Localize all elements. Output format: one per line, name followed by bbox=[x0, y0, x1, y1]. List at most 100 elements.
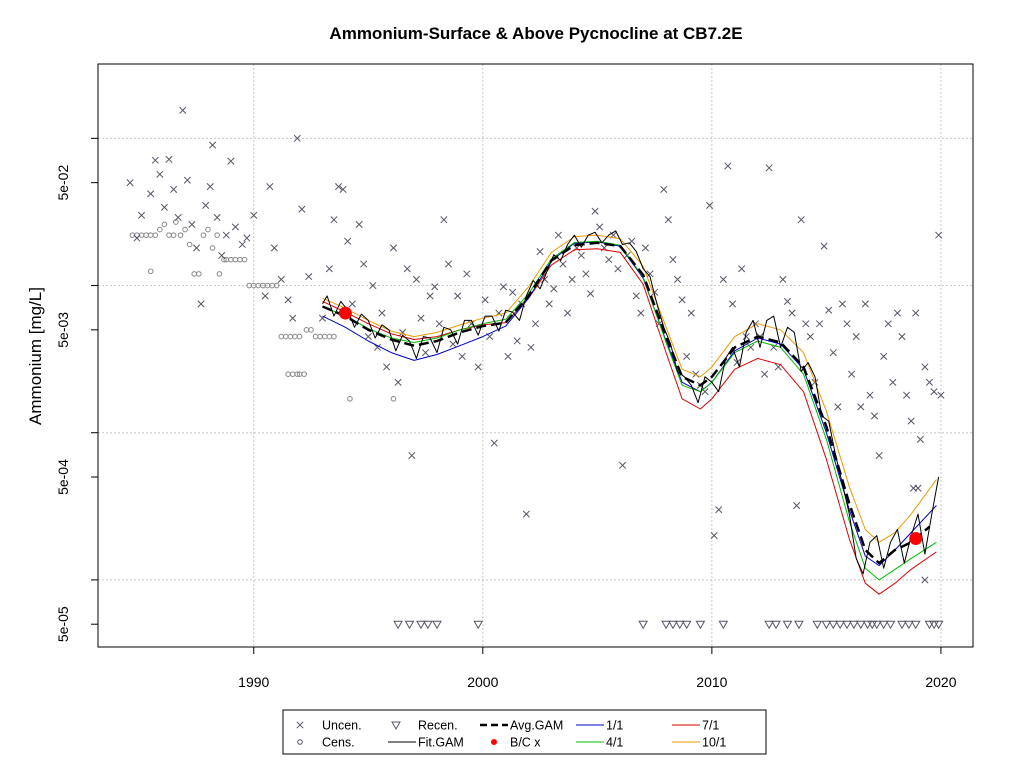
marker-stroke bbox=[202, 201, 210, 210]
data-point bbox=[893, 309, 901, 317]
marker-stroke bbox=[156, 170, 164, 178]
marker-stroke bbox=[206, 183, 214, 191]
data-point bbox=[577, 251, 585, 260]
marker-stroke bbox=[779, 275, 787, 283]
marker-stroke bbox=[243, 234, 251, 242]
data-point bbox=[183, 176, 191, 184]
series-7-1 bbox=[322, 248, 937, 595]
x-tick-label: 1990 bbox=[238, 674, 269, 690]
marker-stroke bbox=[738, 265, 746, 273]
data-point bbox=[867, 620, 878, 630]
marker-stroke bbox=[298, 205, 306, 213]
series-b-c-x bbox=[338, 306, 923, 546]
data-point bbox=[444, 260, 453, 268]
data-point bbox=[821, 620, 832, 630]
legend-entry: 7/1 bbox=[672, 719, 719, 733]
y-tick-label: 5e-05 bbox=[55, 606, 71, 642]
marker-stroke bbox=[277, 275, 285, 283]
marker-stroke bbox=[664, 216, 672, 224]
data-point bbox=[499, 283, 507, 291]
data-point bbox=[216, 271, 223, 277]
data-point bbox=[404, 620, 415, 630]
data-point bbox=[277, 275, 285, 283]
marker-stroke bbox=[783, 297, 792, 305]
marker-stroke bbox=[815, 320, 824, 328]
marker-stroke bbox=[490, 439, 498, 447]
data-point bbox=[389, 244, 398, 252]
data-point bbox=[916, 435, 924, 444]
y-tick-label: 5e-04 bbox=[55, 459, 71, 495]
marker-stroke bbox=[435, 320, 443, 328]
data-point bbox=[764, 620, 775, 630]
data-point bbox=[909, 532, 923, 546]
legend-label: B/C x bbox=[510, 736, 541, 750]
marker-stroke bbox=[449, 340, 457, 348]
legend-entry: Fit.GAM bbox=[388, 736, 464, 750]
data-point bbox=[355, 220, 363, 229]
data-point bbox=[907, 417, 915, 425]
data-point bbox=[738, 265, 746, 273]
data-point bbox=[695, 620, 706, 630]
marker-stroke bbox=[499, 283, 507, 291]
data-point bbox=[681, 620, 692, 630]
chart-title: Ammonium-Surface & Above Pycnocline at C… bbox=[329, 24, 742, 43]
marker-stroke bbox=[907, 417, 915, 425]
data-point bbox=[284, 296, 292, 304]
marker-stroke bbox=[550, 285, 558, 293]
data-point bbox=[812, 620, 823, 630]
data-point bbox=[779, 275, 787, 283]
marker-stroke bbox=[889, 378, 897, 386]
data-point bbox=[200, 232, 207, 238]
data-point bbox=[250, 211, 258, 219]
data-point bbox=[765, 164, 773, 172]
data-point bbox=[440, 216, 448, 224]
data-point bbox=[243, 234, 251, 242]
data-point bbox=[305, 273, 313, 281]
data-point bbox=[182, 226, 188, 233]
marker-stroke bbox=[360, 260, 368, 268]
data-point bbox=[885, 620, 896, 630]
marker-stroke bbox=[687, 309, 695, 317]
marker-stroke bbox=[788, 309, 796, 317]
data-point bbox=[177, 232, 184, 238]
legend: Uncen. Cens. Recen. Fit.GAM Avg.GAM B/C x 1/1 4… bbox=[282, 709, 767, 755]
marker-stroke bbox=[188, 220, 196, 229]
marker-stroke bbox=[728, 300, 737, 308]
data-point bbox=[293, 134, 301, 142]
data-point bbox=[880, 352, 888, 360]
marker-stroke bbox=[296, 721, 304, 729]
marker-stroke bbox=[348, 300, 356, 308]
data-point bbox=[783, 297, 792, 305]
marker-stroke bbox=[701, 388, 709, 396]
data-point bbox=[710, 532, 718, 540]
data-point bbox=[458, 352, 466, 360]
marker-stroke bbox=[880, 352, 888, 360]
marker-stroke bbox=[383, 363, 391, 371]
marker-stroke bbox=[875, 451, 883, 460]
data-point bbox=[422, 620, 433, 630]
marker-stroke bbox=[513, 337, 521, 345]
data-point bbox=[582, 270, 590, 278]
data-point bbox=[261, 292, 269, 300]
marker-stroke bbox=[596, 223, 604, 231]
data-point bbox=[724, 162, 732, 170]
marker-stroke bbox=[669, 256, 677, 264]
data-point bbox=[160, 203, 168, 211]
data-point bbox=[298, 205, 306, 213]
marker-stroke bbox=[742, 333, 750, 341]
marker-stroke bbox=[293, 134, 301, 142]
marker-stroke bbox=[137, 211, 146, 219]
marker-stroke bbox=[747, 343, 755, 351]
marker-stroke bbox=[174, 213, 182, 222]
marker-stroke bbox=[605, 256, 613, 264]
marker-stroke bbox=[673, 275, 682, 283]
marker-stroke bbox=[151, 156, 159, 164]
marker-stroke bbox=[160, 203, 168, 211]
marker-stroke bbox=[227, 157, 235, 165]
data-point bbox=[903, 391, 911, 399]
data-point bbox=[842, 620, 852, 630]
marker-stroke bbox=[765, 164, 773, 172]
data-point bbox=[875, 451, 883, 460]
data-point bbox=[848, 370, 856, 378]
